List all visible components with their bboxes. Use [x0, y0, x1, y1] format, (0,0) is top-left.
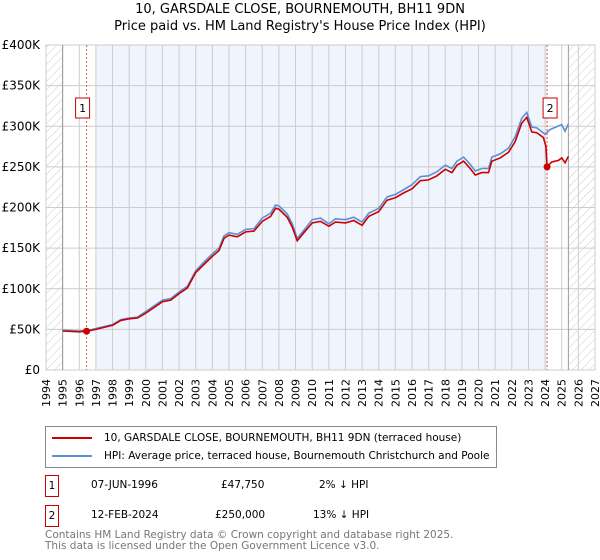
sale-marker: 1: [45, 475, 59, 497]
footer: Contains HM Land Registry data © Crown c…: [45, 530, 453, 552]
footer-line: Contains HM Land Registry data © Crown c…: [45, 529, 454, 541]
x-tick-label: 1998: [107, 379, 120, 407]
x-tick-label: 2004: [206, 379, 219, 407]
x-tick-label: 2017: [423, 379, 436, 407]
x-tick-label: 1997: [90, 379, 103, 407]
x-tick-label: 2022: [506, 379, 519, 407]
x-tick-label: 2016: [406, 379, 419, 407]
x-tick-label: 2012: [339, 379, 352, 407]
y-tick-label: £0: [25, 363, 40, 377]
x-tick-label: 2000: [140, 379, 153, 407]
sale-date: 12-FEB-2024: [91, 509, 159, 521]
x-tick-label: 2020: [473, 379, 486, 407]
chart-subtitle: Price paid vs. HM Land Registry's House …: [114, 19, 486, 34]
x-tick-label: 2009: [290, 379, 303, 407]
x-tick-label: 2021: [489, 379, 502, 407]
sale-date: 07-JUN-1996: [91, 479, 158, 491]
legend-blue-line: [52, 455, 92, 457]
x-tick-label: 2026: [572, 379, 585, 407]
chart-title: 10, GARSDALE CLOSE, BOURNEMOUTH, BH11 9D…: [135, 2, 465, 17]
series-line: [62, 115, 570, 333]
x-tick-label: 1995: [57, 379, 70, 407]
x-tick-label: 1994: [40, 379, 53, 407]
sale-point: [83, 327, 91, 335]
footer-line: This data is licensed under the Open Gov…: [45, 540, 380, 552]
x-tick-label: 2013: [356, 379, 369, 407]
x-tick-label: 2027: [589, 379, 600, 407]
x-tick-label: 2011: [323, 379, 336, 407]
x-tick-label: 2015: [389, 379, 402, 407]
sale-price: £47,750: [221, 479, 265, 491]
x-tick-label: 2001: [156, 379, 169, 407]
sale-row: 1 07-JUN-1996 £47,750 2% ↓ HPI: [45, 475, 445, 497]
y-tick-label: £250K: [2, 160, 42, 174]
sale-hpi: 2% ↓ HPI: [319, 479, 369, 491]
x-tick-label: 2008: [273, 379, 286, 407]
sale-label-box: [75, 97, 91, 119]
x-tick-label: 2007: [256, 379, 269, 407]
x-tick-label: 2024: [539, 379, 552, 407]
y-tick-label: £100K: [2, 282, 42, 296]
x-tick-label: 1996: [73, 379, 86, 407]
legend-property: 10, GARSDALE CLOSE, BOURNEMOUTH, BH11 9D…: [104, 432, 462, 444]
x-tick-label: 2018: [439, 379, 452, 407]
legend: 10, GARSDALE CLOSE, BOURNEMOUTH, BH11 9D…: [45, 426, 497, 468]
legend-hpi: HPI: Average price, terraced house, Bour…: [104, 450, 490, 462]
x-tick-label: 2003: [190, 379, 203, 407]
x-tick-label: 2010: [306, 379, 319, 407]
sale-label: 1: [79, 102, 86, 115]
x-tick-label: 2014: [373, 379, 386, 407]
x-tick-label: 2023: [522, 379, 535, 407]
y-tick-label: £150K: [2, 241, 42, 255]
series-line: [62, 110, 570, 332]
sale-point: [543, 163, 551, 171]
sale-price: £250,000: [215, 509, 266, 521]
y-tick-label: £400K: [2, 38, 42, 52]
x-tick-label: 2006: [240, 379, 253, 407]
x-tick-label: 2005: [223, 379, 236, 407]
sale-marker: 2: [45, 505, 59, 527]
y-tick-label: £200K: [2, 201, 42, 215]
x-tick-label: 2019: [456, 379, 469, 407]
legend-red-line: [52, 437, 92, 439]
y-tick-label: £300K: [2, 119, 42, 133]
y-tick-label: £50K: [9, 322, 41, 336]
x-tick-label: 1999: [123, 379, 136, 407]
sale-label: 2: [547, 102, 554, 115]
price-chart: 1994 1995 1996 1997 1998 1999 2000 2001 2002 2003…: [2, 38, 600, 407]
y-tick-label: £350K: [2, 79, 42, 93]
sale-row: 2 12-FEB-2024 £250,000 13% ↓ HPI: [45, 505, 445, 527]
sale-hpi: 13% ↓ HPI: [313, 509, 370, 521]
sale-label-box: [542, 97, 558, 119]
x-tick-label: 2002: [173, 379, 186, 407]
x-tick-label: 2025: [556, 379, 569, 407]
